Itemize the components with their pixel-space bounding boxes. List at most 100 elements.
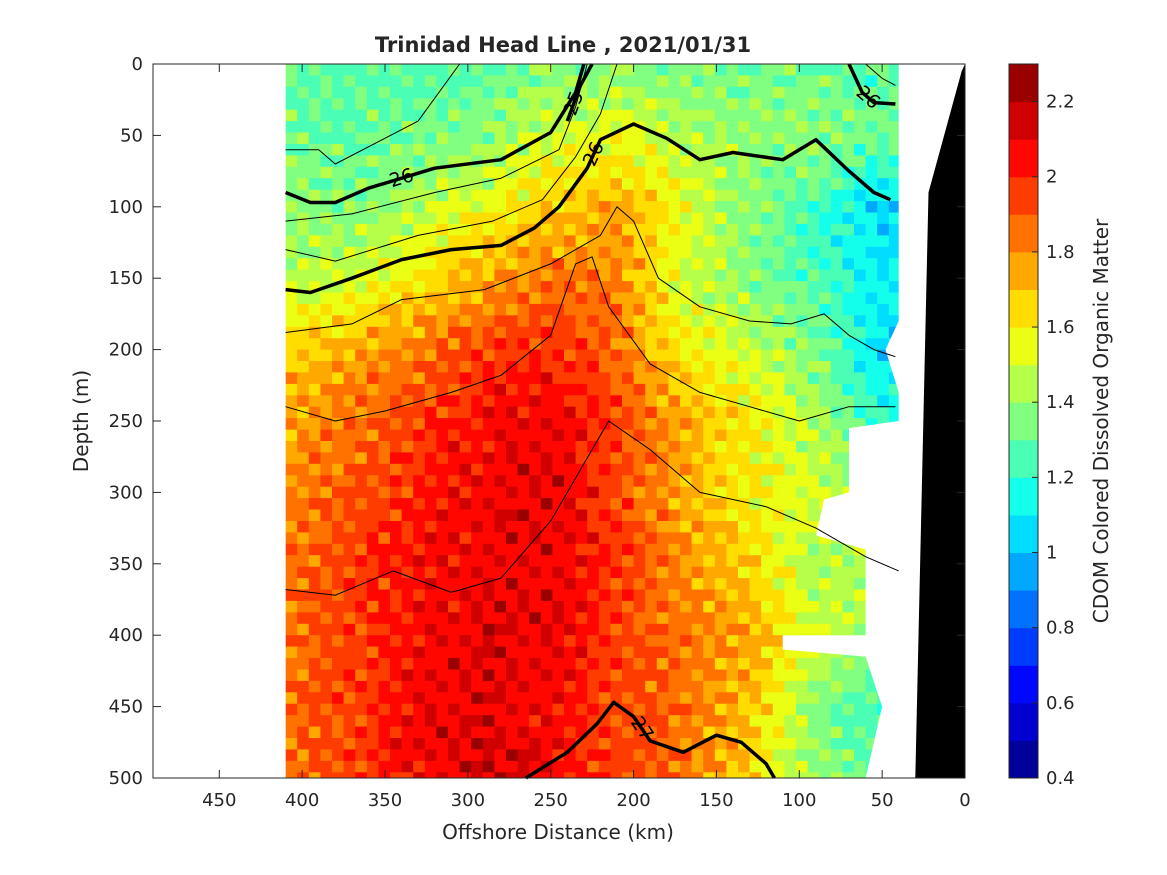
field-cell <box>807 201 820 214</box>
field-cell <box>448 772 461 778</box>
field-cell <box>378 669 391 682</box>
field-cell <box>355 521 368 533</box>
field-cell <box>726 566 739 579</box>
field-cell <box>772 475 785 488</box>
field-cell <box>587 132 600 145</box>
field-cell <box>668 692 681 705</box>
field-cell <box>343 418 356 431</box>
field-cell <box>645 86 658 99</box>
field-cell <box>308 418 321 431</box>
field-cell <box>610 429 623 442</box>
field-cell <box>494 566 507 579</box>
field-cell <box>564 383 577 396</box>
field-cell <box>308 326 321 339</box>
field-cell <box>703 600 716 613</box>
field-cell <box>668 566 681 579</box>
field-cell <box>598 726 611 739</box>
field-cell <box>656 418 669 431</box>
field-cell <box>726 669 739 682</box>
field-cell <box>506 429 519 442</box>
field-cell <box>772 555 785 568</box>
field-cell <box>656 269 669 282</box>
field-cell <box>807 235 820 248</box>
field-cell <box>714 383 727 396</box>
field-cell <box>517 612 530 625</box>
field-cell <box>529 178 542 191</box>
field-cell <box>529 749 542 762</box>
field-cell <box>633 463 646 476</box>
field-cell <box>598 578 611 591</box>
field-cell <box>320 178 333 191</box>
field-cell <box>552 75 565 88</box>
field-cell <box>680 109 693 122</box>
field-cell <box>784 703 797 716</box>
field-cell <box>332 509 345 522</box>
field-cell <box>819 441 832 453</box>
field-cell <box>749 292 762 305</box>
field-cell <box>297 532 310 545</box>
field-cell <box>436 521 449 533</box>
field-cell <box>645 281 658 294</box>
field-cell <box>680 543 693 556</box>
field-cell <box>471 109 484 122</box>
field-cell <box>714 155 727 168</box>
field-cell <box>471 635 484 648</box>
field-cell <box>285 86 298 99</box>
field-cell <box>610 509 623 522</box>
field-cell <box>448 338 461 351</box>
field-cell <box>320 521 333 533</box>
field-cell <box>506 463 519 476</box>
field-cell <box>390 326 403 339</box>
field-cell <box>726 303 739 316</box>
field-cell <box>320 418 333 431</box>
field-cell <box>424 715 437 728</box>
field-cell <box>401 738 414 750</box>
field-cell <box>424 338 437 351</box>
field-cell <box>436 749 449 762</box>
field-cell <box>506 395 519 408</box>
field-cell <box>680 189 693 202</box>
field-cell <box>343 441 356 453</box>
field-cell <box>366 98 379 111</box>
field-cell <box>610 566 623 579</box>
field-cell <box>506 760 519 773</box>
field-cell <box>308 555 321 568</box>
field-cell <box>343 372 356 385</box>
field-cell <box>378 486 391 499</box>
field-cell <box>587 680 600 693</box>
field-cell <box>888 406 899 419</box>
field-cell <box>308 692 321 705</box>
field-cell <box>668 326 681 339</box>
field-cell <box>761 463 774 476</box>
field-cell <box>401 612 414 625</box>
field-cell <box>749 658 762 670</box>
field-cell <box>819 475 832 488</box>
field-cell <box>424 395 437 408</box>
field-cell <box>482 760 495 773</box>
field-cell <box>366 223 379 236</box>
field-cell <box>320 326 333 339</box>
field-cell <box>401 326 414 339</box>
field-cell <box>645 201 658 214</box>
field-cell <box>703 86 716 99</box>
field-cell <box>517 692 530 705</box>
field-cell <box>378 623 391 636</box>
field-cell <box>482 600 495 613</box>
field-cell <box>668 281 681 294</box>
field-cell <box>308 669 321 682</box>
field-cell <box>448 600 461 613</box>
field-cell <box>285 475 298 488</box>
field-cell <box>355 441 368 453</box>
field-cell <box>877 109 890 122</box>
field-cell <box>285 623 298 636</box>
field-cell <box>575 658 588 670</box>
field-cell <box>807 98 820 111</box>
field-cell <box>645 521 658 533</box>
field-cell <box>366 521 379 533</box>
field-cell <box>424 303 437 316</box>
field-cell <box>703 566 716 579</box>
field-cell <box>482 475 495 488</box>
field-cell <box>680 395 693 408</box>
field-cell <box>297 486 310 499</box>
field-cell <box>494 692 507 705</box>
